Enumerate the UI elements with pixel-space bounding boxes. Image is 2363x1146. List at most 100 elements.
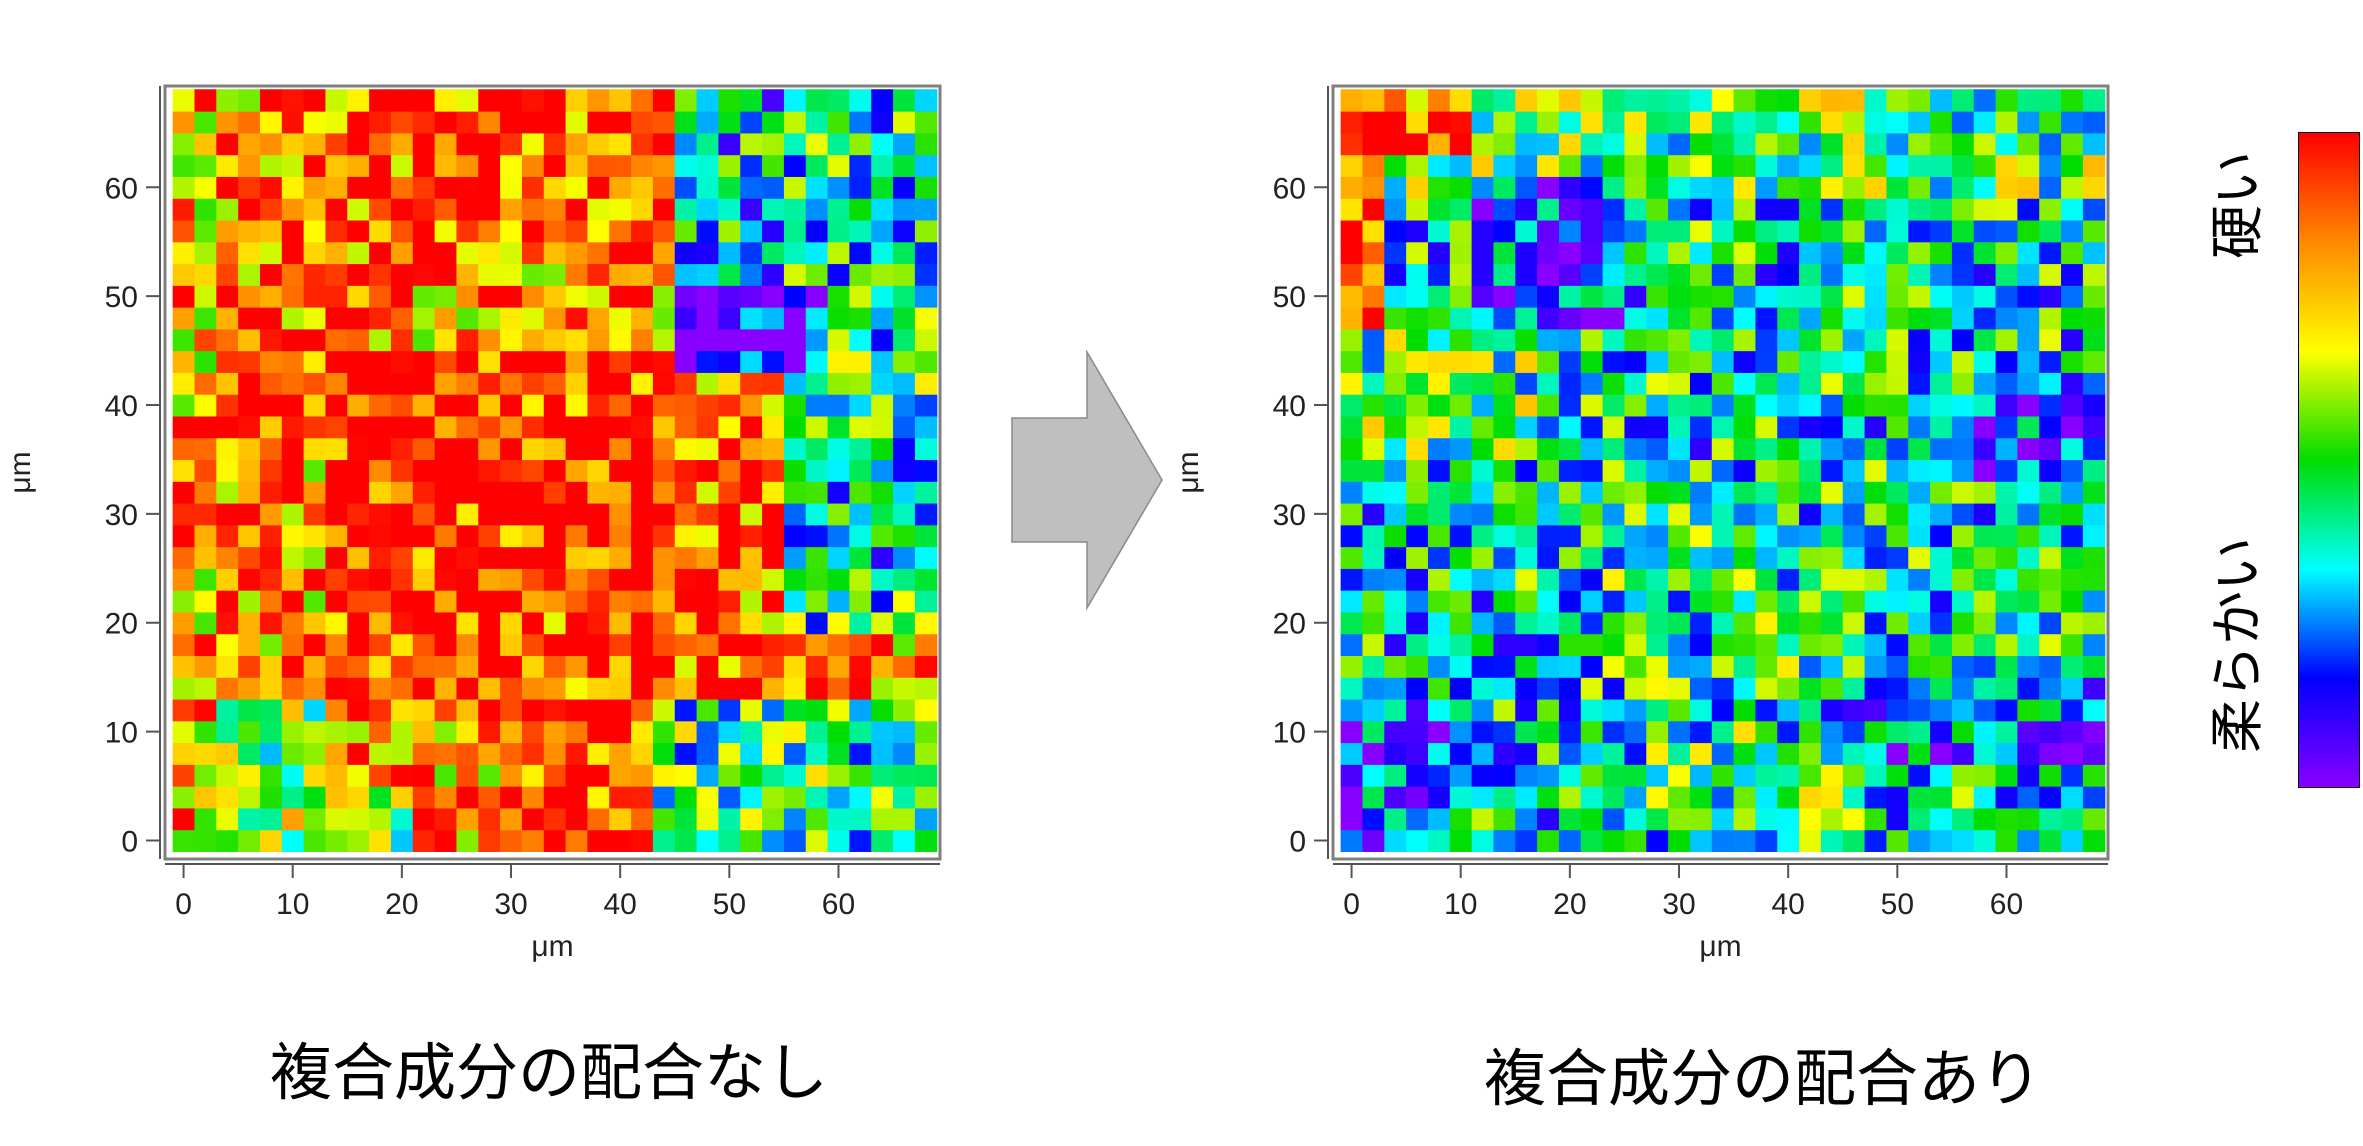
heatmap-cell: [1995, 219, 2019, 243]
heatmap-cell: [652, 524, 676, 548]
heatmap-cell: [1362, 546, 1385, 569]
heatmap-cell: [390, 328, 414, 352]
heatmap-cell: [805, 590, 829, 613]
heatmap-cell: [325, 198, 348, 221]
heatmap-cell: [390, 481, 414, 504]
heatmap-cell: [1471, 176, 1495, 199]
heatmap-cell: [390, 394, 414, 417]
heatmap-cell: [2039, 807, 2062, 831]
heatmap-cell: [434, 263, 458, 286]
heatmap-cell: [827, 829, 851, 852]
heatmap-cell: [631, 611, 654, 635]
heatmap-cell: [914, 807, 938, 831]
heatmap-cell: [1624, 219, 1647, 243]
heatmap-cell: [456, 742, 479, 765]
heatmap-cell: [1820, 829, 1844, 852]
heatmap-cell: [2039, 350, 2062, 373]
heatmap-cell: [1471, 481, 1495, 504]
heatmap-cell: [1973, 786, 1997, 809]
heatmap-cell: [456, 524, 479, 548]
heatmap-cell: [1515, 328, 1538, 352]
heatmap-cell: [696, 89, 720, 112]
heatmap-cell: [1820, 350, 1844, 373]
heatmap-cell: [871, 720, 894, 744]
heatmap-cell: [543, 720, 567, 744]
heatmap-cell: [456, 198, 479, 221]
heatmap-cell: [1711, 764, 1735, 787]
heatmap-cell: [1558, 415, 1582, 439]
heatmap-cell: [238, 372, 261, 395]
heatmap-cell: [1449, 502, 1473, 526]
heatmap-cell: [914, 590, 938, 613]
heatmap-cell: [172, 764, 196, 787]
heatmap-cell: [1646, 698, 1669, 722]
heatmap-cell: [652, 350, 676, 373]
heatmap-cell: [1755, 415, 1778, 439]
heatmap-cell: [1646, 198, 1669, 221]
heatmap-cell: [609, 241, 632, 265]
heatmap-cell: [500, 481, 523, 504]
heatmap-cell: [1908, 219, 1931, 243]
heatmap-cell: [194, 786, 217, 809]
heatmap-cell: [303, 154, 327, 177]
heatmap-cell: [718, 350, 741, 373]
heatmap-cell: [587, 241, 610, 265]
heatmap-cell: [281, 219, 305, 243]
heatmap-cell: [696, 437, 720, 461]
heatmap-cell: [478, 89, 501, 112]
heatmap-cell: [1580, 481, 1604, 504]
heatmap-cell: [1580, 219, 1604, 243]
heatmap-cell: [1449, 350, 1473, 373]
heatmap-cell: [1449, 655, 1473, 678]
heatmap-cell: [1537, 350, 1560, 373]
heatmap-cell: [1362, 394, 1385, 417]
heatmap-cell: [2017, 590, 2040, 613]
heatmap-cell: [1886, 437, 1909, 461]
heatmap-cell: [871, 89, 894, 112]
heatmap-cell: [1580, 655, 1604, 678]
heatmap-cell: [893, 786, 916, 809]
heatmap-cell: [303, 524, 327, 548]
heatmap-cell: [1558, 176, 1582, 199]
heatmap-cell: [1406, 285, 1429, 308]
heatmap-cell: [1668, 524, 1691, 548]
heatmap-cell: [1820, 176, 1844, 199]
heatmap-cell: [696, 307, 720, 330]
heatmap-cell: [2017, 546, 2040, 569]
heatmap-cell: [1799, 219, 1822, 243]
heatmap-cell: [238, 132, 261, 156]
heatmap-cell: [2017, 807, 2040, 831]
heatmap-cell: [805, 241, 829, 265]
heatmap-cell: [456, 568, 479, 591]
heatmap-cell: [1973, 698, 1997, 722]
colorbar-label-soft: 柔らかい: [2206, 537, 2269, 753]
heatmap-cell: [303, 829, 327, 852]
heatmap-cell: [1733, 111, 1757, 134]
heatmap-cell: [631, 198, 654, 221]
heatmap-cell: [1864, 481, 1888, 504]
heatmap-cell: [1668, 350, 1691, 373]
heatmap-cell: [259, 263, 283, 286]
heatmap-cell: [2082, 655, 2106, 678]
heatmap-cell: [1864, 394, 1888, 417]
heatmap-cell: [172, 677, 196, 700]
heatmap-cell: [631, 154, 654, 177]
heatmap-cells: [1340, 89, 2106, 852]
heatmap-cell: [1755, 546, 1778, 569]
heatmap-cell: [1471, 198, 1495, 221]
heatmap-cell: [2061, 742, 2084, 765]
heatmap-cell: [674, 89, 698, 112]
heatmap-cell: [609, 372, 632, 395]
heatmap-cell: [914, 372, 938, 395]
heatmap-cell: [762, 720, 785, 744]
heatmap-cell: [718, 807, 741, 831]
heatmap-cell: [849, 176, 872, 199]
y-tick-label: 0: [1289, 825, 1306, 858]
heatmap-cell: [412, 764, 436, 787]
heatmap-cell: [696, 481, 720, 504]
heatmap-cell: [1820, 198, 1844, 221]
heatmap-cell: [1362, 285, 1385, 308]
heatmap-cell: [1471, 285, 1495, 308]
heatmap-cell: [849, 415, 872, 439]
heatmap-cell: [849, 198, 872, 221]
